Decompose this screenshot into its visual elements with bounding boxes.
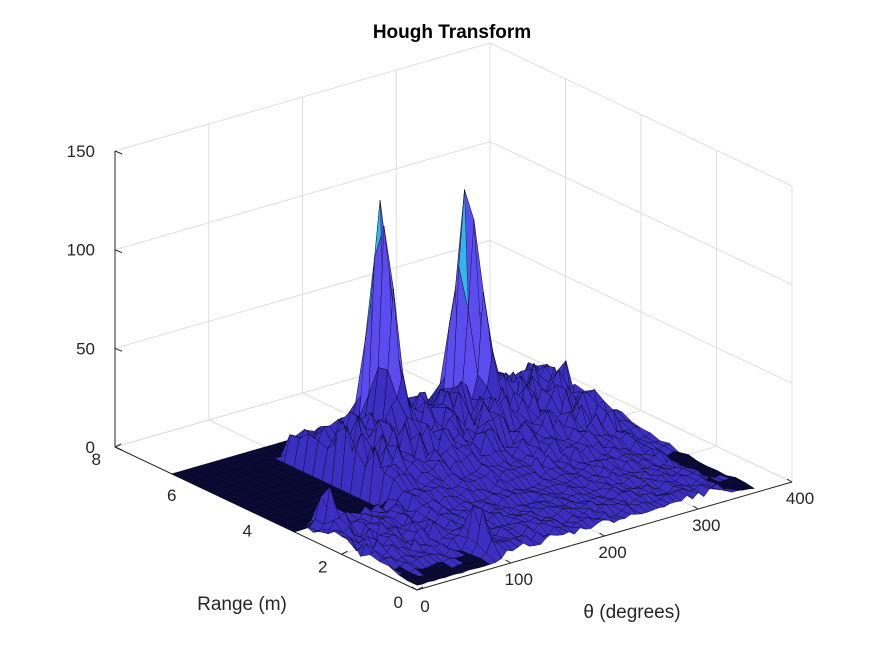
z-tick-label: 0 <box>86 438 95 457</box>
x-tick-label: 100 <box>505 570 533 589</box>
z-tick-mark <box>114 347 123 352</box>
chart-title: Hough Transform <box>373 22 531 43</box>
y-tick-mark <box>114 443 122 448</box>
x-axis-label: θ (degrees) <box>583 602 680 623</box>
grid-line-z <box>114 141 793 286</box>
x-tick-mark <box>505 559 512 564</box>
z-tick-label: 150 <box>67 142 95 161</box>
z-tick-mark <box>114 446 123 451</box>
y-tick-label: 8 <box>92 450 101 469</box>
z-tick-mark <box>114 249 123 254</box>
y-axis-label: Range (m) <box>197 594 287 615</box>
grid-line-z <box>114 42 793 187</box>
surface-mesh <box>171 189 756 586</box>
y-tick-label: 6 <box>167 486 176 505</box>
x-tick-label: 300 <box>692 516 720 535</box>
x-tick-label: 200 <box>598 543 626 562</box>
y-tick-label: 4 <box>243 522 252 541</box>
x-tick-mark <box>786 478 793 483</box>
y-tick-mark <box>416 586 424 591</box>
y-tick-label: 0 <box>394 593 403 612</box>
y-tick-label: 2 <box>318 557 327 576</box>
x-tick-mark <box>411 586 418 591</box>
surface-patch <box>738 482 756 490</box>
x-tick-mark <box>599 532 605 537</box>
x-tick-mark <box>692 505 699 510</box>
y-tick-mark <box>341 550 348 555</box>
z-tick-label: 50 <box>76 339 95 358</box>
x-tick-label: 400 <box>786 489 814 508</box>
z-tick-label: 100 <box>67 241 95 260</box>
x-tick-label: 0 <box>420 597 429 616</box>
z-tick-mark <box>114 150 123 155</box>
